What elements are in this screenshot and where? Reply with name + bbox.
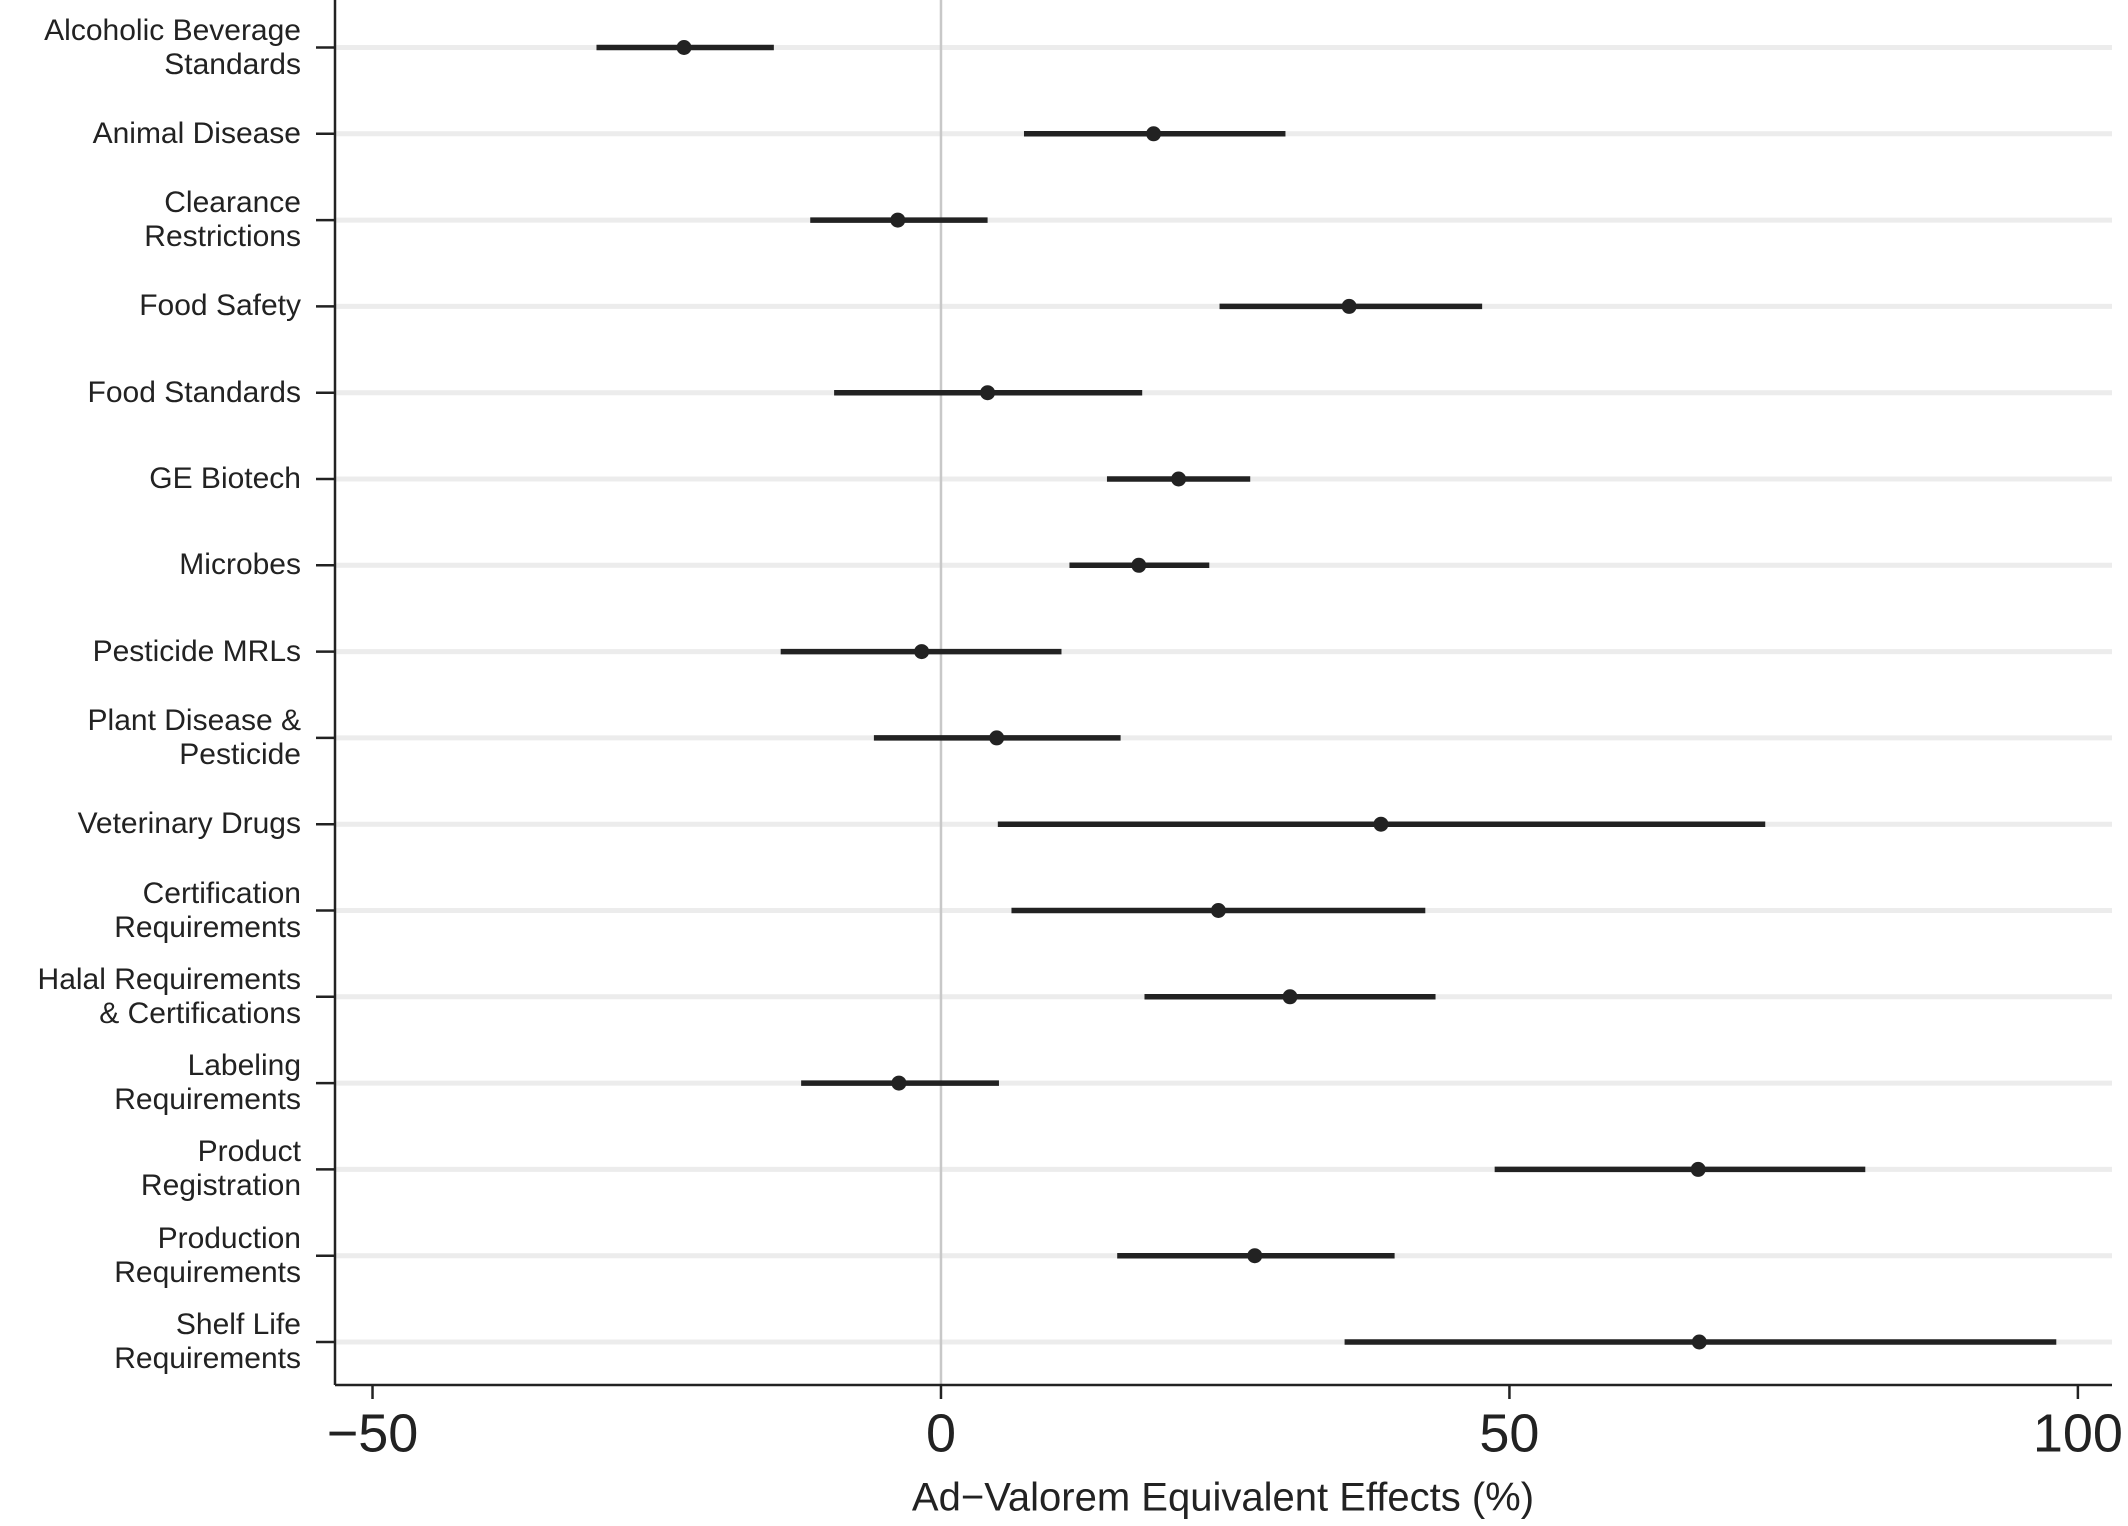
point-estimate — [980, 385, 996, 401]
point-estimate — [1691, 1334, 1707, 1350]
category-label: Clearance Restrictions — [144, 186, 301, 254]
category-label: Food Safety — [139, 289, 301, 323]
point-estimate — [1373, 816, 1389, 832]
category-label: Pesticide MRLs — [92, 634, 301, 668]
category-label: Alcoholic Beverage Standards — [44, 13, 301, 81]
category-label: Food Standards — [87, 375, 301, 409]
point-estimate — [1282, 989, 1298, 1005]
category-label: Halal Requirements & Certifications — [37, 962, 301, 1030]
point-estimate — [676, 40, 692, 55]
category-label: Product Registration — [140, 1135, 301, 1203]
point-estimate — [989, 730, 1005, 746]
x-tick-label: −50 — [327, 1403, 419, 1463]
category-label: Certification Requirements — [114, 876, 301, 944]
point-estimate — [1131, 557, 1147, 573]
category-label: GE Biotech — [149, 462, 301, 495]
point-estimate — [1171, 471, 1187, 487]
x-tick-label: 0 — [926, 1403, 956, 1463]
category-label: Microbes — [179, 548, 301, 582]
category-label: Shelf Life Requirements — [114, 1308, 301, 1375]
point-estimate — [914, 644, 930, 660]
x-axis-label: Ad−Valorem Equivalent Effects (%) — [912, 1476, 1534, 1520]
point-estimate — [1690, 1161, 1706, 1177]
point-estimate — [891, 1075, 907, 1091]
point-estimate — [1146, 126, 1162, 142]
x-tick-label: 50 — [1479, 1403, 1539, 1463]
point-estimate — [1247, 1248, 1263, 1264]
category-label: Animal Disease — [92, 116, 301, 150]
point-estimate — [1210, 903, 1226, 918]
category-label: Plant Disease & Pesticide — [87, 703, 301, 771]
point-estimate — [890, 212, 906, 228]
category-label: Veterinary Drugs — [77, 807, 301, 841]
point-estimate — [1341, 298, 1357, 314]
x-tick-label: 100 — [2033, 1403, 2123, 1463]
category-label: Production Requirements — [114, 1221, 301, 1289]
category-label: Labeling Requirements — [114, 1049, 301, 1117]
